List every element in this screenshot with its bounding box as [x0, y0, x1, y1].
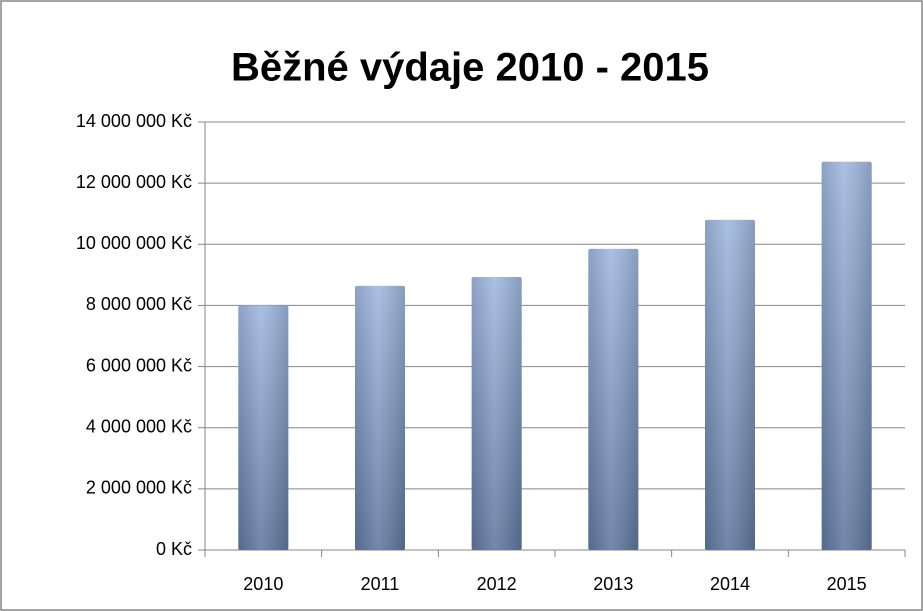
y-tick-label: 14 000 000 Kč: [76, 111, 192, 131]
y-tick-label: 8 000 000 Kč: [86, 294, 192, 314]
bar-shade: [821, 161, 872, 550]
bar-shade: [705, 219, 755, 551]
y-tick-label: 4 000 000 Kč: [86, 416, 192, 436]
x-tick-label: 2014: [710, 574, 750, 594]
x-tick-label: 2013: [593, 574, 633, 594]
y-tick-label: 12 000 000 Kč: [76, 172, 192, 192]
x-tick-label: 2010: [243, 574, 283, 594]
bar-shade: [355, 285, 405, 550]
y-tick-label: 2 000 000 Kč: [86, 478, 192, 498]
chart-title: Běžné výdaje 2010 - 2015: [231, 46, 709, 90]
bar-shade: [588, 248, 639, 550]
y-tick-label: 10 000 000 Kč: [76, 233, 192, 253]
bar-shade: [238, 305, 289, 550]
y-tick-label: 6 000 000 Kč: [86, 355, 192, 375]
x-tick-label: 2012: [477, 574, 517, 594]
y-tick-label: 0 Kč: [156, 539, 192, 559]
x-tick-label: 2011: [361, 574, 400, 594]
bar-shade: [471, 276, 522, 550]
x-tick-label: 2015: [827, 574, 867, 594]
